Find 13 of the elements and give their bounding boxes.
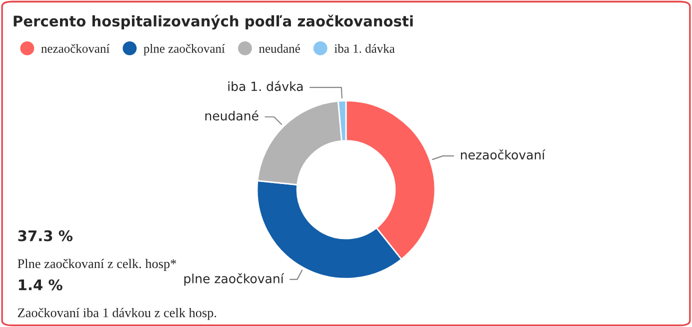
chart-title: Percento hospitalizovaných podľa zaočkovanosti bbox=[14, 14, 413, 30]
text: Plne zaočkovaní z celk. hosp* bbox=[18, 258, 176, 271]
slice-label: plne zaočkovaní bbox=[184, 273, 284, 286]
slice-label: neudané bbox=[205, 110, 258, 121]
text: Zaočkovaní iba 1 dávkou z celk hosp. bbox=[18, 308, 216, 320]
text: 37.3 % bbox=[18, 230, 73, 242]
legend-label: iba 1. dávka bbox=[334, 44, 395, 53]
text: 1.4 % bbox=[18, 279, 62, 290]
slice-label: nezaočkovaní bbox=[460, 149, 546, 160]
legend-label: neudané bbox=[259, 44, 300, 53]
slice-label: iba 1. dávka bbox=[228, 80, 303, 92]
legend-label: plne zaočkovaní bbox=[144, 44, 225, 56]
legend-label: nezaočkovaní bbox=[41, 44, 110, 53]
